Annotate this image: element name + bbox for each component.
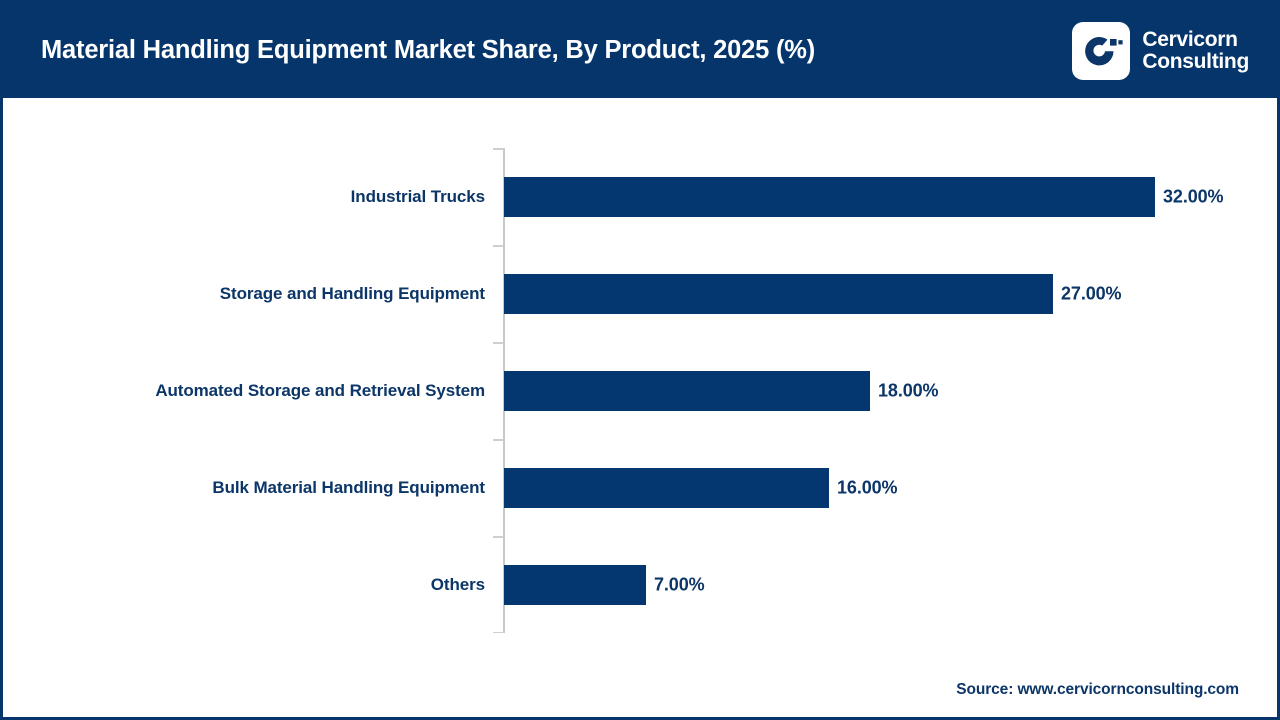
bar[interactable] — [504, 467, 829, 508]
category-label: Automated Storage and Retrieval System — [155, 380, 485, 400]
cervicorn-c-mark-icon — [1072, 21, 1131, 80]
brand-name: Cervicorn Consulting — [1142, 27, 1249, 73]
brand-name-line1: Cervicorn — [1142, 27, 1238, 51]
category-label: Bulk Material Handling Equipment — [212, 477, 485, 497]
bar-value-label: 32.00% — [1163, 186, 1224, 206]
bar[interactable] — [504, 564, 646, 605]
bar[interactable] — [504, 370, 870, 411]
category-label: Industrial Trucks — [350, 186, 485, 206]
brand-logo: Cervicorn Consulting — [1072, 21, 1255, 80]
axis-tick — [493, 342, 503, 344]
category-label: Others — [430, 574, 485, 594]
page-title: Material Handling Equipment Market Share… — [41, 36, 816, 65]
bar[interactable] — [504, 176, 1155, 217]
axis-tick — [493, 245, 503, 247]
category-axis-line — [503, 148, 505, 633]
axis-tick — [493, 439, 503, 441]
axis-tick — [493, 148, 503, 150]
bar-row: Automated Storage and Retrieval System 1… — [155, 342, 1263, 439]
chart-canvas: Industrial Trucks 32.00% Storage and Han… — [3, 98, 1277, 717]
bar-value-label: 16.00% — [837, 477, 898, 497]
bar-value-label: 7.00% — [654, 574, 705, 594]
bar-row: Storage and Handling Equipment 27.00% — [220, 245, 1263, 342]
category-label: Storage and Handling Equipment — [219, 283, 485, 303]
bar-value-label: 18.00% — [878, 380, 939, 400]
plot-area: Industrial Trucks 32.00% Storage and Han… — [155, 148, 1263, 633]
axis-tick — [493, 536, 503, 538]
bar-row: Industrial Trucks 32.00% — [351, 148, 1263, 245]
bar[interactable] — [504, 273, 1053, 314]
bar-row: Bulk Material Handling Equipment 16.00% — [212, 439, 1263, 536]
bar-row: Others 7.00% — [431, 536, 1263, 633]
brand-name-line2: Consulting — [1142, 49, 1249, 73]
axis-tick — [493, 631, 503, 633]
bar-value-label: 27.00% — [1061, 283, 1122, 303]
header-bar: Material Handling Equipment Market Share… — [3, 3, 1277, 98]
source-attribution: Source: www.cervicornconsulting.com — [956, 681, 1239, 698]
